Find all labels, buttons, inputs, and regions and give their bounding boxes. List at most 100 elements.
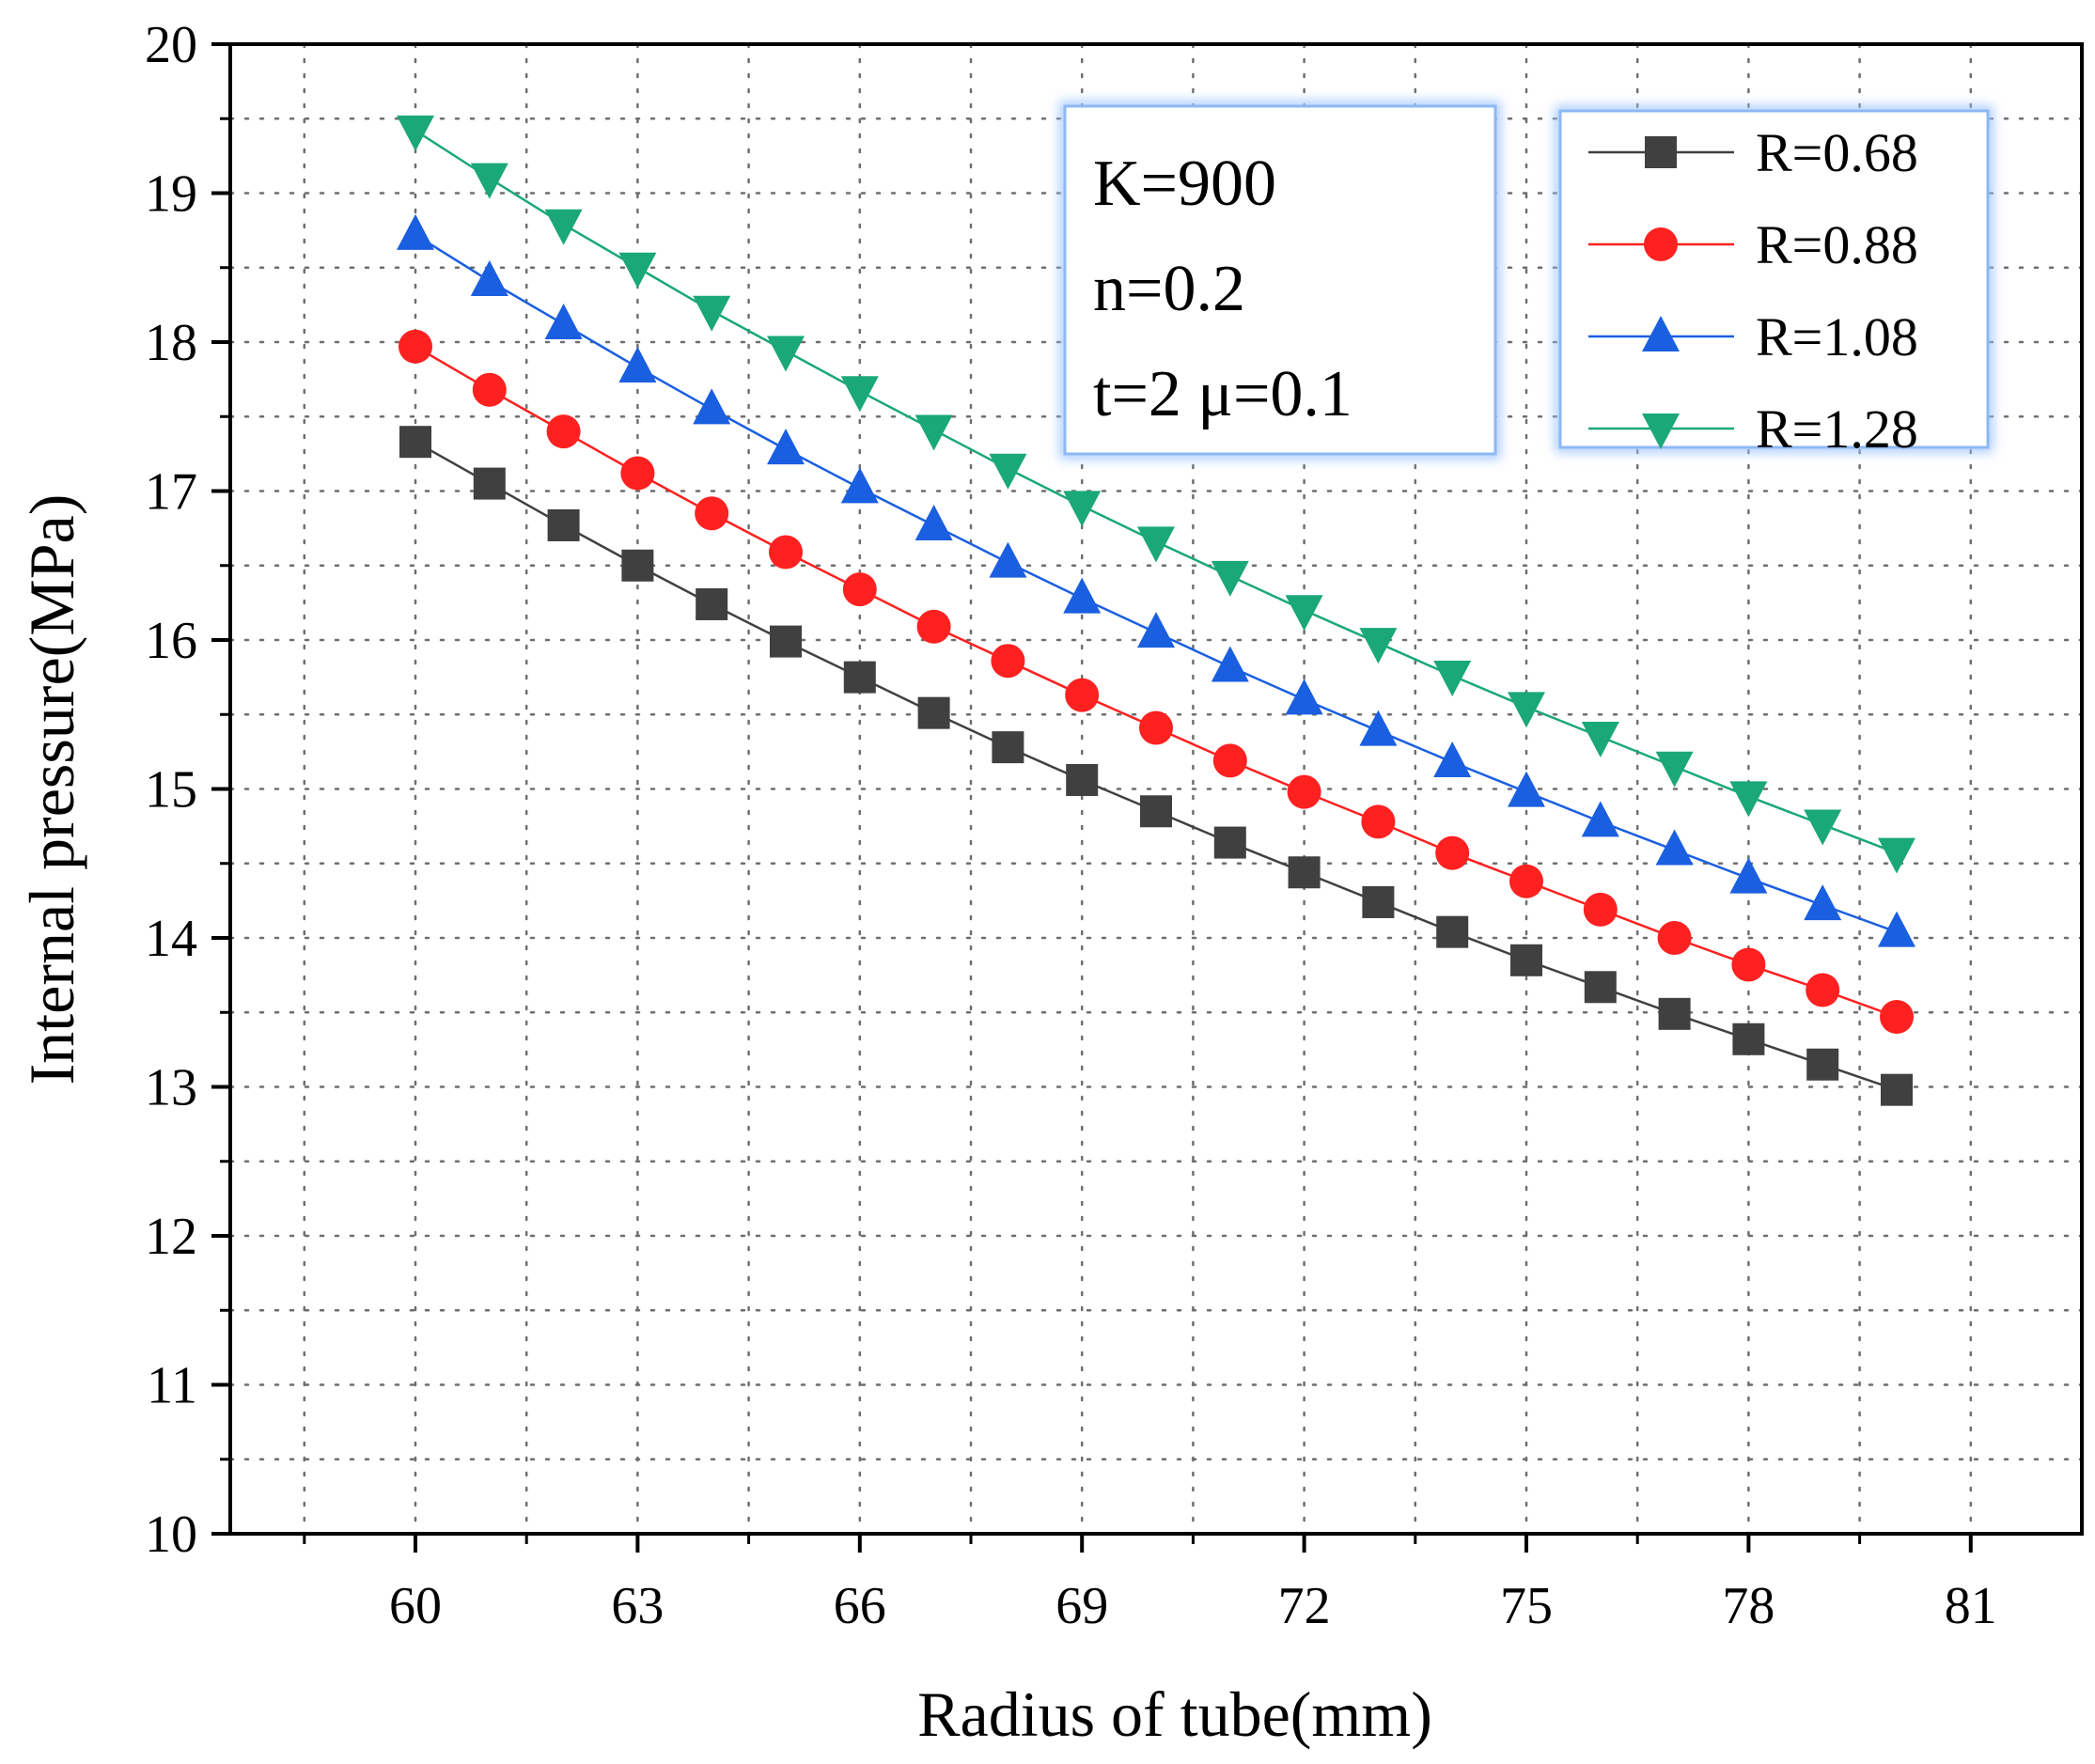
y-tick-label: 14 — [145, 910, 197, 968]
data-point — [1139, 710, 1173, 745]
x-tick-label: 60 — [389, 1577, 442, 1635]
data-point — [769, 535, 803, 570]
data-point — [547, 508, 580, 541]
data-point — [1285, 679, 1323, 715]
data-point — [1509, 864, 1543, 898]
data-point — [915, 504, 953, 540]
data-point — [842, 572, 877, 607]
legend-marker — [1642, 414, 1680, 449]
data-point — [915, 414, 953, 451]
y-tick-label: 19 — [145, 165, 197, 224]
data-point — [1435, 835, 1470, 870]
data-point — [618, 346, 657, 382]
data-point — [1657, 921, 1692, 955]
data-point — [1213, 826, 1246, 859]
data-point — [843, 661, 876, 694]
legend-marker — [1645, 136, 1677, 168]
parameter-box-frame — [1063, 104, 1497, 456]
y-tick-label: 13 — [145, 1059, 197, 1117]
data-point — [1137, 526, 1175, 563]
data-point — [991, 644, 1025, 679]
x-axis-title: Radius of tube(mm) — [917, 1678, 1432, 1750]
data-point — [1804, 884, 1842, 921]
legend-item: R=0.68 — [1588, 122, 1918, 183]
data-point — [397, 213, 434, 250]
parameter-t-mu: t=2 μ=0.1 — [1093, 358, 1352, 430]
data-point — [1137, 612, 1175, 648]
data-point — [399, 329, 432, 364]
data-point — [1880, 1000, 1914, 1035]
data-point — [1285, 595, 1323, 632]
data-point — [1658, 997, 1691, 1030]
legend-marker — [1644, 227, 1678, 261]
data-point — [767, 336, 805, 372]
y-tick-label: 12 — [145, 1208, 197, 1266]
legend-frame — [1558, 109, 1990, 449]
data-point — [695, 496, 729, 531]
data-point — [1510, 944, 1542, 976]
data-point — [1063, 577, 1102, 614]
data-point — [917, 696, 950, 729]
series-R=0.88 — [399, 329, 1914, 1035]
data-point — [544, 209, 583, 245]
data-point — [1583, 892, 1618, 927]
series-R=0.68 — [399, 426, 1913, 1106]
x-tick-label: 63 — [611, 1577, 664, 1635]
legend-marker — [1642, 316, 1680, 351]
data-point — [1584, 971, 1617, 1004]
data-point — [1436, 915, 1469, 948]
data-point — [916, 609, 951, 644]
data-point — [1140, 795, 1172, 828]
data-point — [1063, 491, 1102, 527]
data-point — [1359, 710, 1398, 746]
parameter-k: K=900 — [1093, 148, 1276, 220]
legend-item: R=1.08 — [1588, 306, 1918, 367]
data-point — [1362, 885, 1395, 918]
data-point — [472, 372, 507, 407]
data-point — [1806, 973, 1840, 1007]
data-point — [1066, 763, 1099, 796]
x-tick-label: 66 — [834, 1577, 886, 1635]
data-point — [618, 252, 657, 289]
data-point — [1211, 646, 1249, 682]
parameter-n: n=0.2 — [1093, 253, 1245, 325]
data-point — [1881, 1073, 1913, 1106]
data-point — [992, 731, 1024, 764]
data-point — [397, 115, 434, 151]
legend-label: R=0.68 — [1756, 122, 1918, 183]
axis-tick-labels: 60 63 66 69 72 75 78 81 10 11 12 13 14 15 16 17 18 19 20 — [145, 16, 1997, 1635]
data-point — [989, 453, 1027, 490]
legend-label: R=1.28 — [1756, 398, 1918, 460]
y-tick-label: 20 — [145, 16, 197, 74]
legend-label: R=0.88 — [1756, 214, 1918, 275]
data-point — [1732, 1022, 1765, 1055]
legend-items: R=0.68 R=0.88 R=1.08 R=1.28 — [1588, 122, 1918, 460]
data-point — [1287, 774, 1321, 809]
data-point — [989, 541, 1027, 578]
data-point — [767, 429, 805, 465]
y-tick-label: 10 — [145, 1506, 197, 1564]
data-point — [696, 587, 728, 620]
data-point — [1804, 809, 1842, 846]
series-R=1.28 — [397, 115, 1915, 874]
data-point — [1359, 628, 1398, 664]
data-point — [1508, 692, 1545, 728]
y-tick-label: 15 — [145, 761, 197, 820]
data-point — [770, 625, 802, 658]
x-tick-label: 78 — [1722, 1577, 1774, 1635]
data-point — [1655, 829, 1694, 866]
x-tick-label: 81 — [1945, 1577, 1997, 1635]
legend-label: R=1.08 — [1756, 306, 1918, 367]
axis-ticks — [211, 42, 1973, 1553]
x-tick-label: 72 — [1278, 1577, 1331, 1635]
data-point — [1878, 837, 1915, 874]
legend: R=0.68 R=0.88 R=1.08 R=1.28 — [1556, 106, 1993, 460]
series-group — [397, 115, 1915, 1106]
data-point — [840, 467, 879, 504]
y-tick-label: 17 — [145, 463, 197, 522]
y-axis-title: Internal pressure(MPa) — [16, 494, 87, 1085]
y-tick-label: 16 — [145, 612, 197, 670]
data-point — [1288, 856, 1321, 889]
data-point — [1211, 560, 1249, 597]
